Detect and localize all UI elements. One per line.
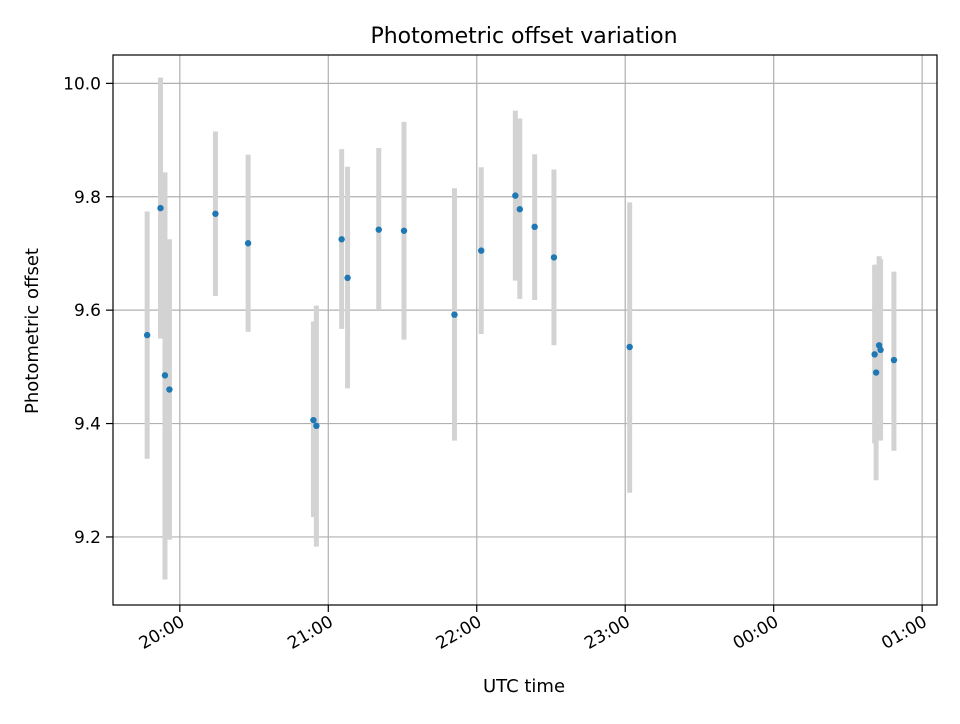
data-point bbox=[877, 346, 884, 354]
data-point bbox=[550, 254, 558, 261]
data-point bbox=[478, 247, 485, 254]
x-axis-label: UTC time bbox=[483, 676, 565, 697]
data-point bbox=[871, 351, 878, 358]
data-point bbox=[872, 369, 880, 376]
plot-frame bbox=[112, 54, 938, 606]
chart-title: Photometric offset variation bbox=[370, 24, 677, 49]
data-point bbox=[310, 416, 317, 424]
data-point bbox=[143, 331, 151, 339]
data-point bbox=[516, 206, 524, 213]
data-point bbox=[344, 274, 351, 282]
data-point bbox=[212, 210, 219, 217]
data-point bbox=[890, 356, 898, 364]
data-point bbox=[244, 240, 252, 247]
data-point bbox=[166, 386, 173, 393]
data-point bbox=[400, 227, 408, 234]
y-tick-label: 10.0 bbox=[63, 74, 101, 94]
data-point bbox=[157, 204, 164, 212]
data-point bbox=[375, 226, 382, 233]
y-tick-label: 9.2 bbox=[74, 528, 101, 548]
point-layer bbox=[143, 192, 898, 430]
y-tick-label: 9.6 bbox=[74, 301, 101, 321]
data-point bbox=[338, 236, 345, 243]
data-point bbox=[626, 343, 633, 351]
data-point bbox=[531, 223, 538, 231]
grid-layer bbox=[113, 55, 937, 605]
data-point bbox=[451, 311, 458, 318]
data-point bbox=[161, 372, 169, 379]
y-tick-label: 9.8 bbox=[74, 188, 101, 208]
data-point bbox=[512, 192, 519, 199]
data-point bbox=[313, 422, 320, 430]
y-axis-label: Photometric offset bbox=[22, 248, 43, 414]
y-tick-label: 9.4 bbox=[74, 415, 101, 435]
